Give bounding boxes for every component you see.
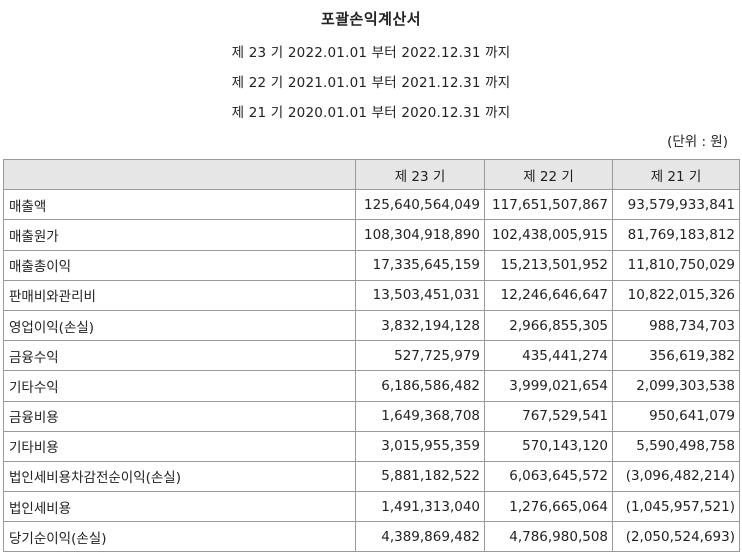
header-period-21: 제 21 기	[612, 158, 740, 191]
table-row: 당기순이익(손실) 4,389,869,482 4,786,980,508 (2,05…	[3, 521, 740, 553]
row-value: 5,881,182,522	[355, 460, 485, 493]
table-row: 영업이익(손실) 3,832,194,128 2,966,855,305 988,73…	[3, 309, 740, 342]
row-value: 3,999,021,654	[484, 370, 613, 402]
table-row: 법인세비용 1,491,313,040 1,276,665,064 (1,045,95…	[3, 491, 740, 523]
row-value: 527,725,979	[355, 340, 485, 372]
table-body: 매출액 125,640,564,049 117,651,507,867 93,579,…	[3, 189, 740, 553]
income-statement-table: 제 23 기 제 22 기 제 21 기 매출액 125,640,564,049 1…	[3, 158, 740, 553]
row-value: 1,491,313,040	[355, 491, 485, 523]
row-value: 10,822,015,326	[612, 279, 740, 311]
row-label: 금융수익	[3, 340, 356, 372]
row-value: 1,649,368,708	[355, 400, 485, 432]
row-value: 2,099,303,538	[612, 370, 740, 402]
row-value: 12,246,646,647	[484, 279, 613, 311]
row-value: 11,810,750,029	[612, 249, 740, 281]
table-row: 매출총이익 17,335,645,159 15,213,501,952 11,810,…	[3, 249, 740, 281]
period-line-21: 제 21 기 2020.01.01 부터 2020.12.31 까지	[231, 105, 511, 121]
table-row: 매출액 125,640,564,049 117,651,507,867 93,579,…	[3, 189, 740, 221]
row-value: 988,734,703	[612, 309, 740, 342]
row-value: 13,503,451,031	[355, 279, 485, 311]
row-value: (1,045,957,521)	[612, 491, 740, 523]
row-label: 법인세비용	[3, 491, 356, 523]
row-label: 기타수익	[3, 370, 356, 402]
row-value: 356,619,382	[612, 340, 740, 372]
row-value: 4,786,980,508	[484, 521, 613, 553]
table-row: 판매비와관리비 13,503,451,031 12,246,646,647 10,82…	[3, 279, 740, 311]
row-value: 435,441,274	[484, 340, 613, 372]
row-value: 950,641,079	[612, 400, 740, 432]
row-label: 금융비용	[3, 400, 356, 432]
row-value: 15,213,501,952	[484, 249, 613, 281]
header-account	[3, 158, 356, 191]
unit-label: (단위 : 원)	[667, 134, 728, 150]
row-label: 매출총이익	[3, 249, 356, 281]
row-value: 4,389,869,482	[355, 521, 485, 553]
row-value: 1,276,665,064	[484, 491, 613, 523]
row-label: 매출액	[3, 189, 356, 221]
row-value: 93,579,933,841	[612, 189, 740, 221]
row-value: 767,529,541	[484, 400, 613, 432]
row-value: 6,063,645,572	[484, 460, 613, 493]
table-row: 금융비용 1,649,368,708 767,529,541 950,641,079	[3, 400, 740, 432]
row-value: 6,186,586,482	[355, 370, 485, 402]
table-row: 기타비용 3,015,955,359 570,143,120 5,590,498,75…	[3, 430, 740, 462]
row-label: 매출원가	[3, 219, 356, 251]
row-label: 영업이익(손실)	[3, 309, 356, 342]
header-period-22: 제 22 기	[484, 158, 613, 191]
row-label: 당기순이익(손실)	[3, 521, 356, 553]
row-value: 81,769,183,812	[612, 219, 740, 251]
row-value: 117,651,507,867	[484, 189, 613, 221]
row-value: 108,304,918,890	[355, 219, 485, 251]
header-period-23: 제 23 기	[355, 158, 485, 191]
table-header-row: 제 23 기 제 22 기 제 21 기	[3, 158, 740, 191]
row-value: 2,966,855,305	[484, 309, 613, 342]
row-value: (3,096,482,214)	[612, 460, 740, 493]
period-line-23: 제 23 기 2022.01.01 부터 2022.12.31 까지	[231, 45, 511, 61]
row-value: 17,335,645,159	[355, 249, 485, 281]
row-value: 125,640,564,049	[355, 189, 485, 221]
table-row: 매출원가 108,304,918,890 102,438,005,915 81,769…	[3, 219, 740, 251]
document-title: 포괄손익계산서	[320, 10, 422, 28]
row-value: 5,590,498,758	[612, 430, 740, 462]
row-label: 법인세비용차감전순이익(손실)	[3, 460, 356, 493]
table-row: 금융수익 527,725,979 435,441,274 356,619,382	[3, 340, 740, 372]
row-value: (2,050,524,693)	[612, 521, 740, 553]
row-label: 판매비와관리비	[3, 279, 356, 311]
table-row: 기타수익 6,186,586,482 3,999,021,654 2,099,303,…	[3, 370, 740, 402]
period-line-22: 제 22 기 2021.01.01 부터 2021.12.31 까지	[231, 75, 511, 91]
row-value: 3,015,955,359	[355, 430, 485, 462]
row-label: 기타비용	[3, 430, 356, 462]
row-value: 3,832,194,128	[355, 309, 485, 342]
row-value: 102,438,005,915	[484, 219, 613, 251]
table-row: 법인세비용차감전순이익(손실) 5,881,182,522 6,063,645,57…	[3, 460, 740, 493]
row-value: 570,143,120	[484, 430, 613, 462]
